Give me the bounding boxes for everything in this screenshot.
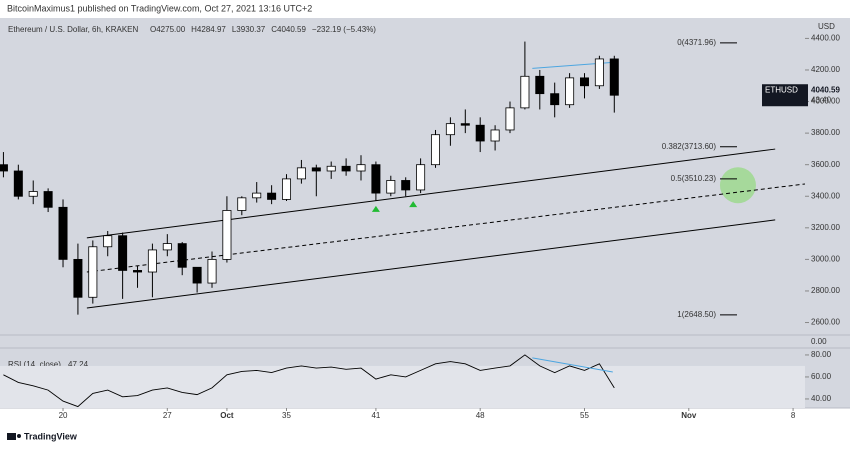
candle-body bbox=[579, 77, 589, 87]
x-tick-label: 41 bbox=[371, 411, 380, 420]
candle-body bbox=[58, 206, 68, 260]
y-tick-label: 2600.00 bbox=[811, 318, 840, 327]
fib-label: 1(2648.50) bbox=[677, 310, 716, 319]
rsi-pane bbox=[0, 354, 805, 408]
candle-body bbox=[73, 258, 83, 298]
candle-body bbox=[416, 164, 426, 191]
candle-body bbox=[401, 180, 411, 191]
candle-body bbox=[311, 167, 321, 172]
candle-body bbox=[13, 170, 23, 197]
rsi-line bbox=[3, 354, 615, 408]
candle-body bbox=[326, 165, 336, 172]
header: BitcoinMaximus1 published on TradingView… bbox=[7, 3, 312, 13]
pane-label: 0.00 bbox=[811, 337, 827, 346]
candle-body bbox=[520, 75, 530, 109]
candle-body bbox=[88, 246, 98, 298]
rsi-tick-label: 40.00 bbox=[811, 394, 832, 403]
rsi-divergence bbox=[532, 357, 613, 373]
y-tick-label: 2800.00 bbox=[811, 286, 840, 295]
footer-logo bbox=[7, 433, 21, 440]
highlight-circle bbox=[719, 167, 756, 204]
candle-body bbox=[43, 191, 53, 208]
candle-body bbox=[594, 58, 604, 87]
last-price-label: 4040.59 bbox=[811, 85, 840, 94]
candle-body bbox=[267, 192, 277, 200]
candle-body bbox=[475, 124, 485, 142]
x-tick-label: 8 bbox=[791, 411, 796, 420]
candle-body bbox=[133, 270, 143, 273]
trendline bbox=[86, 183, 805, 273]
candle-body bbox=[28, 191, 38, 197]
x-tick-label: Nov bbox=[681, 411, 697, 420]
x-tick-label: 35 bbox=[282, 411, 291, 420]
rsi-tick-label: 80.00 bbox=[811, 350, 832, 359]
x-tick-label: Oct bbox=[220, 411, 234, 420]
ohlc-legend: O4275.00 bbox=[150, 25, 186, 34]
candle-body bbox=[103, 235, 113, 248]
candle-body bbox=[252, 192, 262, 199]
candle-body bbox=[445, 123, 455, 136]
candle-body bbox=[386, 180, 396, 194]
x-tick-label: 55 bbox=[580, 411, 589, 420]
price-label-box bbox=[762, 84, 808, 107]
candle-body bbox=[118, 235, 128, 271]
candle-body bbox=[177, 243, 187, 268]
fib-label: 0.5(3510.23) bbox=[671, 174, 717, 183]
y-tick-label: 4000.00 bbox=[811, 97, 840, 106]
fib-label: 0(4371.96) bbox=[677, 38, 716, 47]
candle-body bbox=[490, 129, 500, 142]
rsi-band bbox=[0, 365, 805, 408]
footer: TradingView bbox=[24, 431, 78, 441]
countdown: 43:40 bbox=[811, 95, 832, 104]
price-pane: 0(4371.96) 0.382(3713.60) 0.5(3510.23) 1(26… bbox=[0, 38, 805, 319]
candle-body bbox=[609, 58, 619, 96]
candle-body bbox=[460, 123, 470, 126]
x-tick-label: 27 bbox=[163, 411, 172, 420]
chart-title: Ethereum / U.S. Dollar, 6h, KRAKEN bbox=[8, 25, 138, 34]
x-tick-label: 48 bbox=[476, 411, 485, 420]
signal-marker bbox=[409, 201, 418, 208]
candle-body bbox=[192, 266, 202, 284]
candle-body bbox=[0, 164, 8, 172]
y-tick-label: 3600.00 bbox=[811, 160, 840, 169]
y-unit: USD bbox=[818, 22, 835, 31]
candle-body bbox=[222, 210, 232, 260]
candle-body bbox=[282, 178, 292, 200]
candle-body bbox=[237, 197, 247, 211]
x-tick-label: 20 bbox=[59, 411, 68, 420]
trendline bbox=[86, 148, 776, 239]
candle-body bbox=[371, 164, 381, 194]
y-tick-label: 4200.00 bbox=[811, 65, 840, 74]
symbol-label: ETHUSD bbox=[765, 85, 798, 94]
candle-body bbox=[356, 164, 366, 172]
trendline bbox=[86, 219, 776, 309]
signal-marker bbox=[371, 205, 380, 212]
rsi-tick-label: 60.00 bbox=[811, 372, 832, 381]
y-tick-label: 3000.00 bbox=[811, 255, 840, 264]
candle-body bbox=[550, 93, 560, 106]
candle-body bbox=[535, 75, 545, 95]
candle-body bbox=[162, 243, 172, 251]
y-tick-label: 3800.00 bbox=[811, 128, 840, 137]
candle-body bbox=[296, 167, 306, 180]
ohlc-legend: −232.19 (−5.43%) bbox=[312, 25, 376, 34]
candle-body bbox=[207, 258, 217, 284]
candle-body bbox=[341, 165, 351, 172]
candle-body bbox=[147, 249, 157, 273]
y-tick-label: 4400.00 bbox=[811, 34, 840, 43]
fib-label: 0.382(3713.60) bbox=[662, 142, 717, 151]
y-tick-label: 3200.00 bbox=[811, 223, 840, 232]
rsi-last: 47.24 bbox=[68, 360, 89, 369]
candle-body bbox=[565, 77, 575, 106]
y-tick-label: 3400.00 bbox=[811, 191, 840, 200]
ohlc-legend: L3930.37 bbox=[232, 25, 266, 34]
candle-body bbox=[431, 134, 440, 166]
ohlc-legend: C4040.59 bbox=[271, 25, 306, 34]
ohlc-legend: H4284.97 bbox=[191, 25, 226, 34]
candle-body bbox=[505, 107, 515, 131]
chart-area bbox=[0, 18, 850, 408]
rsi-label: RSI (14, close) bbox=[8, 360, 61, 369]
